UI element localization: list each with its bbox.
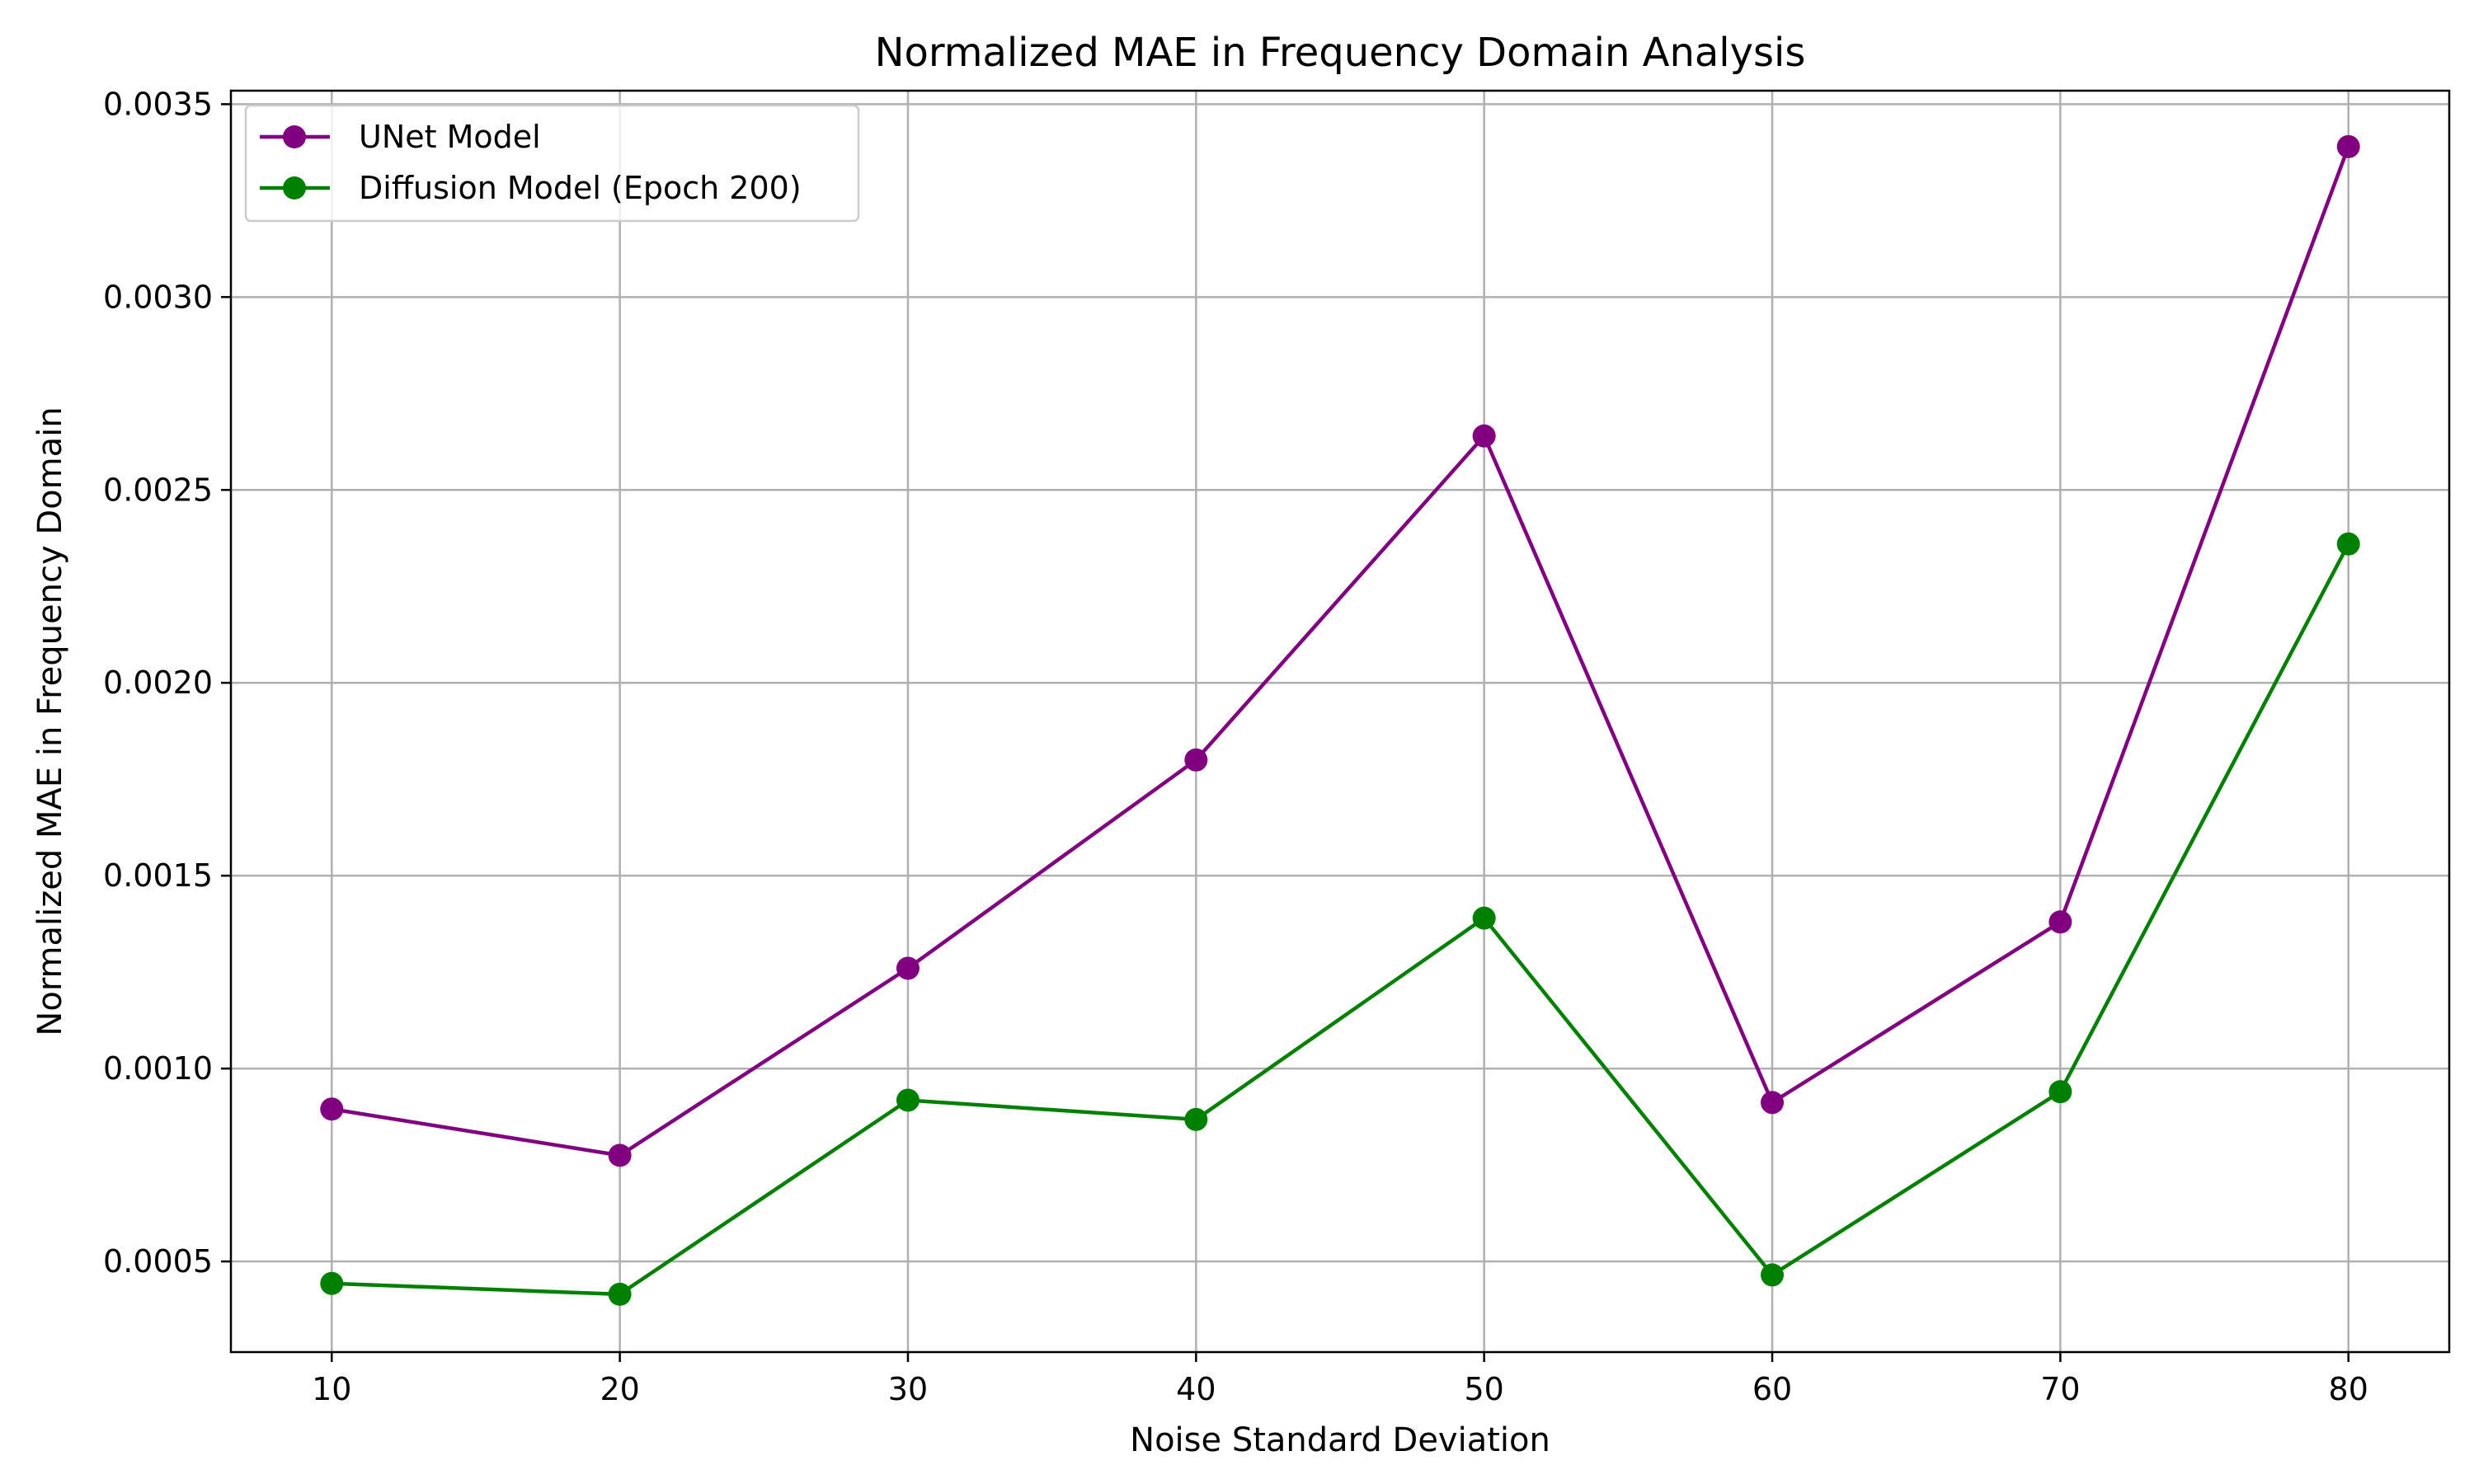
x-axis-label: Noise Standard Deviation xyxy=(1130,1421,1550,1459)
y-axis-label: Normalized MAE in Frequency Domain xyxy=(31,406,69,1036)
legend-label-diffusion: Diffusion Model (Epoch 200) xyxy=(359,170,802,206)
data-point xyxy=(320,1271,344,1295)
x-tick-label: 50 xyxy=(1464,1371,1503,1407)
y-tick-label: 0.0025 xyxy=(103,472,213,508)
x-tick-label: 60 xyxy=(1752,1371,1792,1407)
x-tick-label: 40 xyxy=(1176,1371,1216,1407)
data-point xyxy=(1472,424,1496,448)
y-tick-label: 0.0020 xyxy=(103,665,213,701)
grid xyxy=(231,91,2449,1352)
data-point xyxy=(608,1144,632,1167)
plot-frame xyxy=(229,89,2451,1354)
y-tick-label: 0.0035 xyxy=(103,86,213,122)
series-1 xyxy=(320,532,2360,1306)
series-line xyxy=(332,542,2350,1297)
legend-marker-diffusion xyxy=(283,176,306,200)
data-point xyxy=(1761,1263,1785,1287)
y-tick-label: 0.0005 xyxy=(103,1243,213,1280)
data-point xyxy=(2336,134,2360,158)
x-tick-label: 10 xyxy=(312,1371,351,1407)
data-point xyxy=(2048,1080,2072,1104)
data-point xyxy=(320,1097,344,1121)
data-point xyxy=(1472,906,1496,930)
y-tick-label: 0.0015 xyxy=(103,857,213,894)
y-tick-label: 0.0030 xyxy=(103,279,213,315)
x-tick-label: 70 xyxy=(2040,1371,2080,1407)
legend-frame xyxy=(244,104,860,223)
series-0 xyxy=(320,134,2360,1167)
data-point xyxy=(1184,748,1208,772)
axis-ticks: 10 20 30 40 50 60 70 80 0.0005 0.0010 0.0015 0.0020… xyxy=(103,86,2368,1407)
legend-label-unet: UNet Model xyxy=(359,119,541,155)
data-point xyxy=(896,956,920,980)
x-tick-label: 80 xyxy=(2329,1371,2368,1407)
x-tick-label: 30 xyxy=(888,1371,928,1407)
chart-title: Normalized MAE in Frequency Domain Analy… xyxy=(875,30,1806,76)
series-line xyxy=(331,146,2350,1158)
data-point xyxy=(608,1282,632,1306)
series-layer xyxy=(320,134,2360,1306)
data-point xyxy=(1761,1091,1785,1115)
data-point xyxy=(1184,1107,1208,1131)
legend-marker-unet xyxy=(283,125,306,148)
x-tick-label: 20 xyxy=(600,1371,639,1407)
data-point xyxy=(2048,910,2072,934)
data-point xyxy=(896,1088,920,1112)
legend: UNet Model Diffusion Model (Epoch 200) xyxy=(244,104,860,223)
y-tick-label: 0.0010 xyxy=(103,1050,213,1087)
data-point xyxy=(2336,532,2360,556)
